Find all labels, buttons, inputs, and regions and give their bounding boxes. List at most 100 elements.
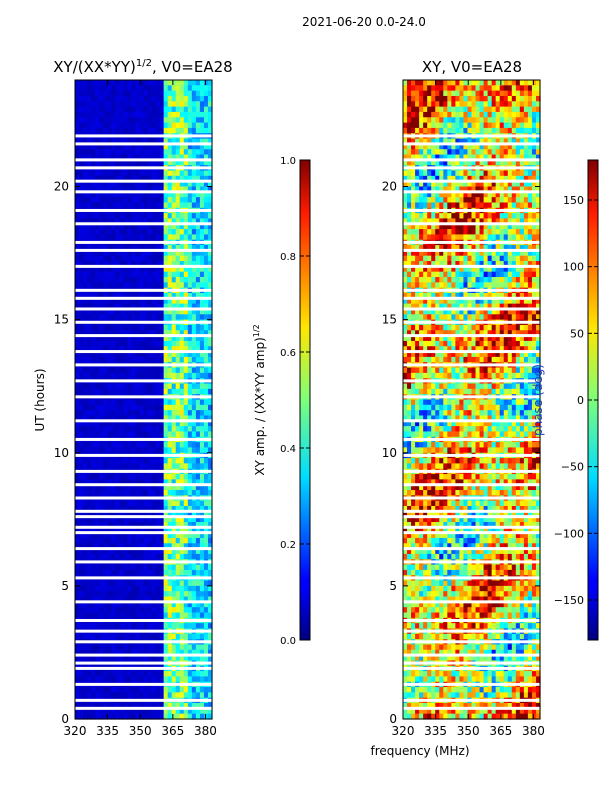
amplitude-cell (91, 197, 96, 204)
amplitude-cell (151, 553, 157, 560)
amplitude-cell (103, 308, 108, 315)
amplitude-cell (131, 111, 137, 118)
amplitude-cell (199, 175, 205, 182)
amplitude-cell (135, 111, 141, 118)
amplitude-cell (183, 447, 189, 454)
amplitude-cell (103, 197, 108, 204)
amplitude-cell (179, 676, 185, 683)
amplitude-cell (87, 548, 92, 555)
amplitude-cell (207, 607, 213, 614)
amplitude-cell (159, 420, 165, 427)
amplitude-cell (171, 601, 177, 608)
amplitude-cell (163, 537, 169, 544)
phase-cell (439, 181, 444, 188)
phase-cell (535, 186, 541, 193)
amplitude-cell (123, 388, 128, 395)
amplitude-cell (195, 175, 201, 182)
amplitude-cell (139, 245, 145, 251)
amplitude-cell (199, 372, 205, 379)
amplitude-cell (91, 356, 96, 363)
amplitude-cell (75, 500, 80, 507)
amplitude-cell (79, 527, 84, 534)
amplitude-cell (191, 324, 197, 331)
amplitude-cell (135, 122, 141, 129)
amplitude-cell (119, 293, 124, 299)
phase-cell (459, 181, 465, 188)
amplitude-cell (183, 388, 189, 395)
amplitude-cell (139, 511, 145, 518)
amplitude-cell (207, 458, 213, 464)
amplitude-cell (131, 101, 137, 108)
phase-cell (443, 101, 448, 108)
amplitude-cell (115, 692, 120, 699)
phase-cell (455, 175, 461, 182)
amplitude-cell (79, 202, 84, 209)
amplitude-cell (79, 197, 84, 204)
phase-cell (411, 202, 416, 209)
amplitude-cell (103, 420, 108, 427)
amplitude-cell (131, 649, 137, 656)
amplitude-cell (175, 548, 181, 555)
amplitude-cell (119, 676, 124, 683)
amplitude-cell (119, 442, 124, 449)
amplitude-cell (207, 266, 213, 273)
amplitude-cell (111, 346, 116, 353)
phase-cell (467, 149, 473, 156)
amplitude-cell (195, 612, 201, 619)
amplitude-cell (127, 218, 133, 225)
amplitude-cell (155, 85, 161, 92)
phase-cell (463, 175, 469, 182)
amplitude-cell (195, 484, 201, 491)
amplitude-cell (207, 484, 213, 491)
amplitude-cell (111, 80, 116, 86)
amplitude-cell (195, 250, 201, 257)
amplitude-cell (167, 564, 173, 571)
amplitude-cell (171, 324, 177, 331)
amplitude-cell (155, 303, 161, 310)
phase-cell (531, 186, 537, 193)
phase-cell (431, 106, 436, 113)
amplitude-cell (131, 245, 137, 251)
amplitude-cell (147, 293, 153, 299)
amplitude-cell (123, 580, 128, 587)
phase-cell (407, 106, 412, 113)
amplitude-cell (143, 644, 149, 651)
amplitude-cell (123, 655, 128, 662)
amplitude-cell (91, 713, 96, 720)
amplitude-cell (139, 277, 145, 283)
amplitude-cell (199, 585, 205, 592)
amplitude-cell (175, 553, 181, 560)
amplitude-cell (91, 687, 96, 693)
amplitude-cell (103, 154, 108, 161)
phase-cell (459, 111, 465, 118)
phase-cell (491, 138, 497, 145)
amplitude-cell (147, 154, 153, 161)
amplitude-cell (95, 458, 100, 464)
amplitude-cell (199, 367, 205, 374)
phase-cell (439, 117, 444, 124)
amplitude-cell (191, 655, 197, 662)
amplitude-cell (91, 117, 96, 124)
amplitude-cell (191, 197, 197, 204)
amplitude-cell (103, 426, 108, 433)
phase-cell (515, 154, 521, 161)
amplitude-cell (155, 644, 161, 651)
amplitude-cell (191, 703, 197, 709)
phase-cell (459, 106, 465, 113)
amplitude-cell (99, 591, 104, 598)
amplitude-cell (179, 564, 185, 571)
amplitude-cell (91, 154, 96, 161)
amplitude-cell (103, 676, 108, 683)
amplitude-cell (143, 521, 149, 528)
amplitude-cell (95, 601, 100, 608)
amplitude-cell (139, 532, 145, 539)
phase-cell (523, 149, 529, 156)
amplitude-cell (139, 314, 145, 321)
phase-cell (535, 159, 541, 166)
amplitude-cell (123, 266, 128, 273)
amplitude-cell (179, 372, 185, 379)
amplitude-cell (147, 266, 153, 273)
amplitude-cell (207, 346, 213, 353)
amplitude-cell (123, 607, 128, 614)
amplitude-cell (199, 420, 205, 427)
